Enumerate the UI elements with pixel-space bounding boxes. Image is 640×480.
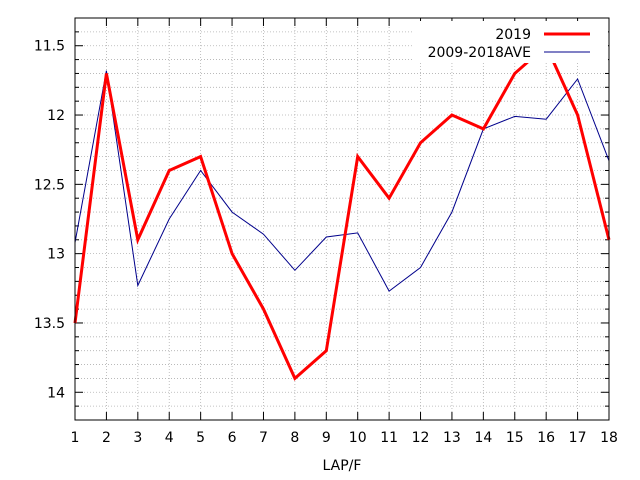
y-tick-label: 11.5 <box>34 39 65 55</box>
y-tick-label: 12 <box>47 108 65 124</box>
y-tick-label: 14 <box>47 385 65 401</box>
y-tick-label: 13.5 <box>34 316 65 332</box>
series-line-average <box>74 70 610 292</box>
y-tick-labels: 11.5 12 12.5 13 13.5 14 <box>34 39 65 402</box>
x-tick-label: 9 <box>322 430 331 446</box>
series-line-2019 <box>73 43 611 381</box>
x-tick-label: 11 <box>380 430 398 446</box>
legend: 2019 2009-2018AVE <box>412 21 608 63</box>
x-tick-label: 16 <box>537 430 555 446</box>
x-tick-label: 10 <box>349 430 367 446</box>
y-tick-label: 13 <box>47 247 65 263</box>
x-axis-title: LAP/F <box>323 458 362 474</box>
x-tick-label: 5 <box>196 430 205 446</box>
x-tick-label: 15 <box>506 430 524 446</box>
x-tick-label: 7 <box>259 430 268 446</box>
legend-background <box>412 21 608 63</box>
x-tick-label: 14 <box>474 430 492 446</box>
plot-frame <box>74 17 610 421</box>
x-tick-label: 6 <box>228 430 237 446</box>
x-tick-label: 4 <box>165 430 174 446</box>
grid-lines <box>75 17 609 421</box>
x-tick-label: 1 <box>71 430 80 446</box>
x-tick-label: 8 <box>290 430 299 446</box>
y-tick-label: 12.5 <box>34 177 65 193</box>
series-lines <box>73 43 611 381</box>
legend-label: 2019 <box>495 27 531 43</box>
x-tick-label: 17 <box>569 430 587 446</box>
x-tick-label: 2 <box>102 430 111 446</box>
x-tick-label: 13 <box>443 430 461 446</box>
axis-ticks <box>74 17 610 421</box>
x-tick-label: 12 <box>412 430 430 446</box>
legend-label: 2009-2018AVE <box>428 45 531 61</box>
x-tick-label: 3 <box>133 430 142 446</box>
x-tick-labels: 1 2 3 4 5 6 7 8 9 10 11 12 13 14 15 16 17 18 <box>71 430 618 446</box>
x-tick-label: 18 <box>600 430 618 446</box>
